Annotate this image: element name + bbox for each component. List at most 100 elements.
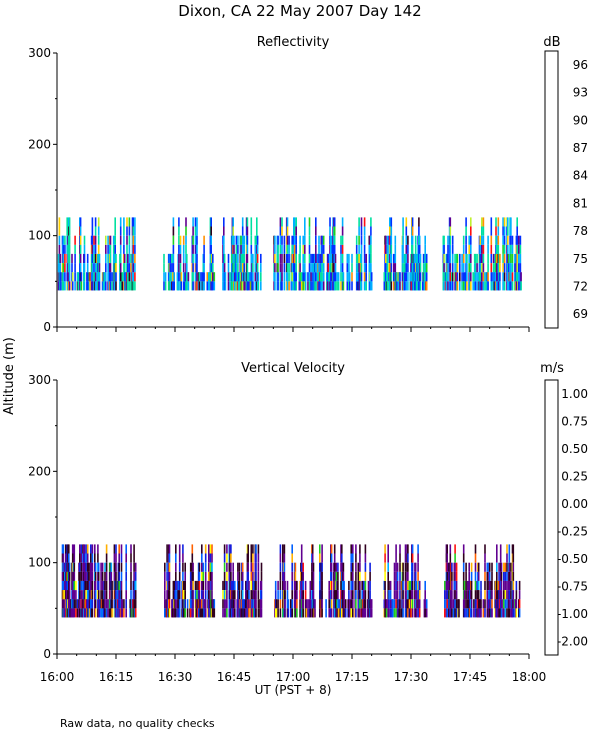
echo-cell [283,235,286,245]
echo-cell [164,608,166,618]
echo-cell [94,217,97,227]
echo-cell [283,281,286,291]
echo-cell [476,253,478,263]
echo-cell [389,590,392,600]
echo-cell [304,608,307,618]
echo-cell [347,608,349,618]
echo-cell [291,235,293,245]
echo-cell [223,263,226,273]
echo-cell [395,599,397,609]
echo-cell [407,562,409,572]
echo-cell [326,272,329,282]
echo-cell [118,599,120,609]
echo-cell [411,580,414,590]
echo-cell [515,608,518,618]
echo-cell [470,263,472,273]
echo-cell [363,217,366,227]
echo-cell [455,263,458,273]
echo-cell [277,253,279,263]
echo-cell [341,253,344,263]
echo-cell [201,608,203,618]
echo-cell [299,599,301,609]
echo-cell [365,253,367,263]
echo-cell [235,253,238,263]
echo-cell [309,590,312,600]
echo-cell [107,599,109,609]
echo-cell [198,281,201,291]
echo-cell [370,244,372,254]
echo-cell [85,562,87,572]
echo-cell [352,590,354,600]
echo-cell [119,244,122,254]
echo-cell [407,272,409,282]
echo-cell [123,263,126,273]
echo-cell [450,580,452,590]
echo-cell [169,272,172,282]
echo-cell [64,599,66,609]
echo-cell [400,580,403,590]
echo-cell [503,599,505,609]
echo-cell [204,590,207,600]
echo-cell [470,599,473,609]
echo-cell [359,580,361,590]
echo-cell [351,253,353,263]
echo-cell [465,235,467,245]
echo-cell [402,217,404,227]
echo-cell [294,562,297,572]
echo-cell [229,281,231,291]
echo-cell [405,217,408,227]
echo-cell [328,580,330,590]
echo-cell [79,590,81,600]
echo-cell [58,244,61,254]
echo-cell [134,263,136,273]
echo-cell [484,608,486,618]
echo-cell [504,608,507,618]
echo-cell [413,253,415,263]
echo-cell [172,235,175,245]
echo-cell [125,544,127,554]
echo-cell [490,235,493,245]
echo-cell [468,571,470,581]
echo-cell [111,590,113,600]
echo-cell [388,599,390,609]
echo-cell [83,544,86,554]
echo-cell [241,281,244,291]
echo-cell [97,281,99,291]
echo-cell [482,281,485,291]
echo-cell [250,217,253,227]
echo-cell [134,571,137,581]
echo-cell [238,590,241,600]
echo-cell [203,235,205,245]
echo-cell [497,217,500,227]
echo-cell [418,244,421,254]
echo-cell [310,272,312,282]
echo-cell [451,272,454,282]
echo-cell [337,281,340,291]
echo-cell [341,244,344,254]
colorbar-label: -0.50 [557,552,588,566]
echo-cell [512,571,515,581]
echo-cell [322,253,325,263]
echo-cell [196,226,198,236]
echo-cell [492,263,495,273]
echo-cell [296,590,298,600]
echo-cell [418,580,421,590]
colorbar-label: 72 [573,280,588,294]
echo-cell [115,253,117,263]
echo-cell [302,253,304,263]
echo-cell [295,235,297,245]
echo-cell [507,253,510,263]
echo-cell [341,217,344,227]
echo-cell [203,281,205,291]
echo-cell [189,599,192,609]
echo-cell [355,590,357,600]
echo-cell [337,562,339,572]
echo-cell [321,580,323,590]
echo-cell [284,608,286,618]
echo-cell [365,281,367,291]
echo-cell [519,263,522,273]
echo-cell [443,235,445,245]
velocity-panel-title: Vertical Velocity [241,361,345,376]
echo-cell [94,544,96,554]
echo-cell [498,599,500,609]
